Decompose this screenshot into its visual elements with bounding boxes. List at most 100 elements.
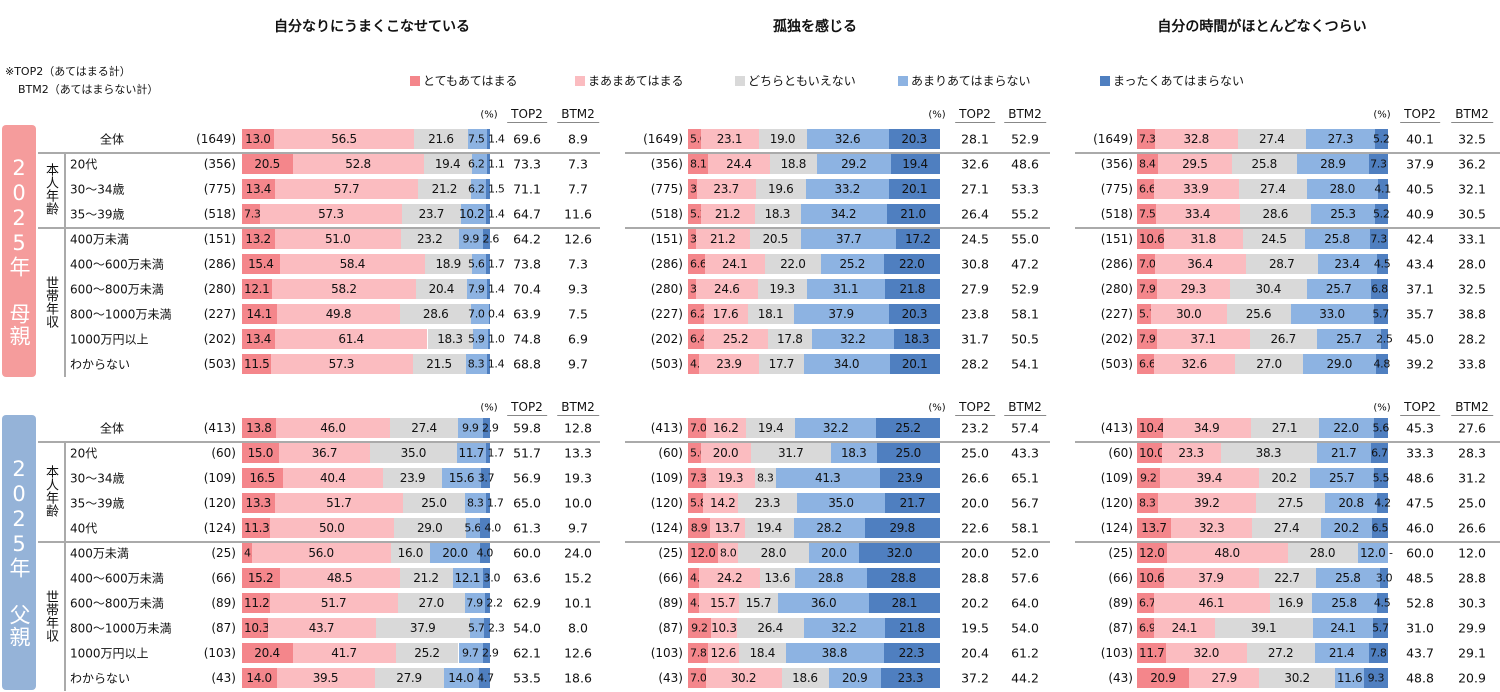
bar-segment bbox=[688, 568, 700, 588]
bar-value-label: 16.5 bbox=[249, 471, 275, 485]
bar-value-label: 58.4 bbox=[339, 257, 366, 272]
sample-size: (124) bbox=[650, 521, 683, 535]
row-label: 600～800万未満 bbox=[70, 596, 164, 611]
sample-size: (151) bbox=[650, 232, 683, 247]
top2-header: TOP2 bbox=[955, 400, 995, 416]
bar-segment bbox=[458, 418, 483, 438]
bar-value-label: 34.0 bbox=[833, 357, 860, 372]
bar-segment bbox=[718, 543, 739, 563]
top2-value: 63.6 bbox=[513, 570, 541, 586]
btm2-value: 33.1 bbox=[1458, 231, 1486, 247]
bar-value-label: 23.7 bbox=[713, 182, 739, 197]
bar-value-label: 13.0 bbox=[245, 132, 271, 146]
bar-value-label: 29.3 bbox=[1180, 282, 1207, 297]
bar-value-label: 2.2 bbox=[486, 596, 503, 610]
bar-segment bbox=[1163, 418, 1251, 438]
top2-value: 60.0 bbox=[1406, 545, 1434, 561]
bar-segment bbox=[803, 354, 890, 375]
row-separator bbox=[38, 151, 600, 154]
bar-value-label: 11.3 bbox=[244, 521, 270, 535]
bar-segment bbox=[482, 568, 490, 588]
row-separator bbox=[625, 540, 1050, 543]
bar-segment bbox=[390, 543, 431, 563]
bar-segment bbox=[1312, 618, 1374, 638]
bar-segment bbox=[458, 229, 484, 250]
bar-value-label: 24.4 bbox=[726, 157, 752, 172]
bar-value-label: 12.0 bbox=[690, 546, 716, 560]
bar-segment bbox=[885, 493, 940, 513]
bar-value-label: 21.5 bbox=[426, 357, 452, 372]
bar-segment bbox=[242, 643, 293, 663]
bar-segment bbox=[402, 204, 461, 225]
bar-value-label: 27.9 bbox=[1211, 671, 1237, 685]
bar-segment bbox=[269, 593, 398, 613]
percent-unit-label: (%) bbox=[928, 402, 946, 414]
sample-size: (87) bbox=[211, 621, 236, 635]
bar-segment bbox=[886, 204, 940, 225]
sample-size: (280) bbox=[203, 282, 236, 297]
bar-value-label: 11.7 bbox=[1139, 646, 1165, 660]
bar-segment bbox=[469, 618, 485, 638]
bar-value-label: 16.9 bbox=[1277, 596, 1304, 610]
bar-segment bbox=[443, 668, 479, 688]
top2-header: TOP2 bbox=[1400, 107, 1440, 123]
bar-value-label: 25.3 bbox=[1330, 207, 1356, 222]
bar-segment bbox=[707, 643, 740, 663]
bar-segment bbox=[820, 254, 885, 275]
bar-segment bbox=[292, 154, 424, 175]
top2-value: 62.9 bbox=[513, 595, 541, 611]
top2-value: 61.3 bbox=[513, 520, 541, 536]
subgroup-bracket bbox=[64, 440, 66, 541]
bar-segment bbox=[1377, 493, 1388, 513]
bar-value-label: 10.3 bbox=[711, 621, 737, 635]
bar-segment bbox=[828, 668, 882, 688]
top2-value: 27.9 bbox=[961, 281, 989, 297]
bar-value-label: 19.0 bbox=[769, 132, 796, 146]
bar-segment bbox=[1381, 329, 1388, 350]
legend-label: あまりあてはまらない bbox=[911, 74, 1031, 88]
bar-segment bbox=[808, 543, 860, 563]
bar-value-label: 36.7 bbox=[311, 446, 338, 460]
bar-segment bbox=[1371, 518, 1389, 538]
bar-segment bbox=[688, 643, 708, 663]
btm2-value: 7.3 bbox=[568, 156, 588, 172]
bar-value-label: 2.9 bbox=[482, 646, 499, 660]
bar-value-label: 14.2 bbox=[710, 496, 736, 510]
bar-value-label: 24.1 bbox=[1171, 621, 1198, 635]
bar-value-label: 36.0 bbox=[810, 596, 837, 610]
bar-value-label: 21.2 bbox=[710, 232, 736, 247]
sample-size: (286) bbox=[203, 257, 236, 272]
row-separator bbox=[625, 226, 1050, 229]
bar-segment bbox=[893, 329, 940, 350]
percent-unit-label: (%) bbox=[480, 402, 498, 414]
bar-segment bbox=[260, 204, 403, 225]
section-label-father: 2025年 父親 bbox=[2, 415, 36, 690]
bar-segment bbox=[1306, 279, 1372, 300]
top2-value: 65.0 bbox=[513, 495, 541, 511]
bar-segment bbox=[370, 443, 457, 463]
bar-segment bbox=[418, 179, 471, 200]
btm2-header: BTM2 bbox=[1004, 400, 1046, 416]
bar-segment bbox=[801, 229, 897, 250]
bar-segment bbox=[767, 329, 813, 350]
bar-value-label: 6.9 bbox=[1139, 621, 1156, 635]
sample-size: (503) bbox=[1100, 357, 1133, 372]
bar-segment bbox=[739, 643, 786, 663]
bar-segment bbox=[242, 568, 280, 588]
btm2-value: 53.3 bbox=[1011, 181, 1039, 197]
bar-segment bbox=[282, 468, 384, 488]
bar-value-label: 27.0 bbox=[1256, 357, 1282, 372]
bar-value-label: 33.4 bbox=[1184, 207, 1211, 222]
bar-value-label: 9.2 bbox=[691, 621, 708, 635]
bar-value-label: 28.7 bbox=[1268, 257, 1295, 272]
bar-segment bbox=[484, 593, 490, 613]
top2-value: 54.0 bbox=[513, 620, 541, 636]
sample-size: (413) bbox=[1100, 421, 1133, 435]
bar-value-label: 7.0 bbox=[468, 307, 485, 321]
row-label: 30～34歳 bbox=[70, 471, 125, 486]
bar-segment bbox=[738, 593, 779, 613]
bar-segment bbox=[1137, 443, 1163, 463]
bar-value-label: 8.0 bbox=[719, 546, 737, 560]
top2-value: 59.8 bbox=[513, 420, 541, 436]
top2-value: 19.5 bbox=[961, 620, 989, 636]
